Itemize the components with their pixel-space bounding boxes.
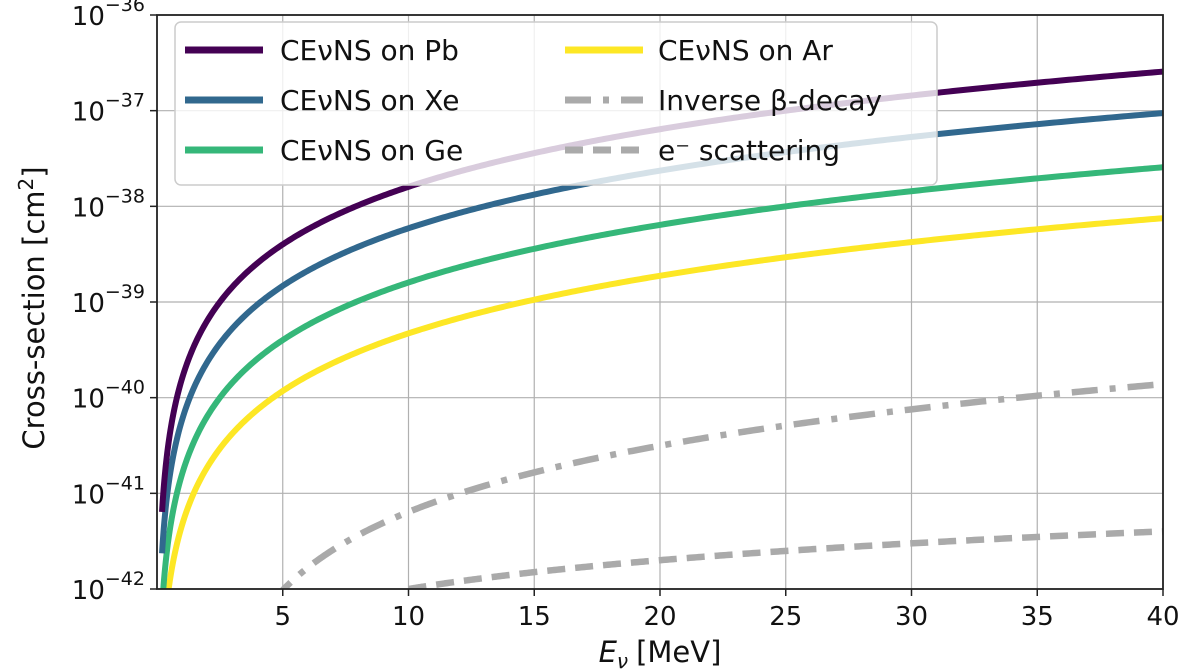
x-tick-label: 30 xyxy=(895,602,928,632)
legend-label: CEνNS on Xe xyxy=(280,84,459,117)
y-tick-label: 10−42 xyxy=(72,568,145,606)
x-axis-title: Eν [MeV] xyxy=(599,635,722,672)
x-tick-label: 40 xyxy=(1146,602,1179,632)
legend-label: CEνNS on Pb xyxy=(280,34,459,67)
y-tick-label: 10−38 xyxy=(72,185,145,223)
y-tick-label: 10−36 xyxy=(72,0,145,32)
y-tick-label: 10−37 xyxy=(72,90,145,128)
y-tick-label: 10−40 xyxy=(72,377,145,415)
x-tick-label: 15 xyxy=(518,602,551,632)
x-tick-label: 5 xyxy=(274,602,291,632)
legend: CEνNS on Pb CEνNS on Xe CEνNS on Ge CEνNS o… xyxy=(174,21,938,186)
axis-ticks: 5 10 15 20 25 30 35 40 10−42 10−41 10−40 10−39 10−38… xyxy=(72,0,1180,632)
legend-box xyxy=(174,21,938,186)
x-tick-label: 10 xyxy=(392,602,425,632)
x-tick-label: 25 xyxy=(769,602,802,632)
series-line-2 xyxy=(160,164,1163,589)
series-line-4 xyxy=(279,380,1163,589)
y-tick-label: 10−41 xyxy=(72,472,145,510)
y-tick-label: 10−39 xyxy=(72,281,145,319)
x-tick-label: 35 xyxy=(1021,602,1054,632)
legend-label: CEνNS on Ar xyxy=(658,34,833,67)
x-tick-label: 20 xyxy=(643,602,676,632)
series-line-5 xyxy=(405,528,1163,589)
legend-label: e⁻ scattering xyxy=(658,134,840,167)
legend-label: CEνNS on Ge xyxy=(280,134,463,167)
y-axis-title: Cross-section [cm2] xyxy=(14,166,51,449)
legend-label: Inverse β-decay xyxy=(658,84,882,117)
series-line-3 xyxy=(165,215,1163,589)
